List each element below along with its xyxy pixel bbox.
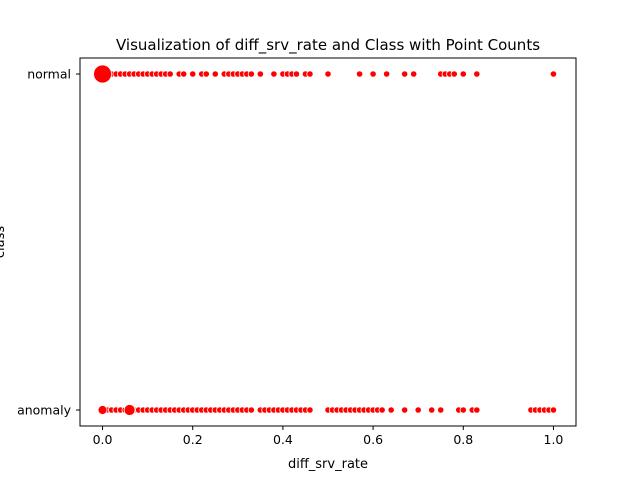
scatter-point-normal [369, 70, 377, 78]
scatter-point-anomaly [123, 404, 136, 416]
scatter-point-anomaly [387, 406, 395, 414]
x-axis-label: diff_srv_rate [288, 457, 368, 472]
x-tick-label: 1.0 [544, 432, 564, 447]
scatter-point-anomaly [97, 405, 108, 415]
scatter-point-normal [401, 70, 409, 78]
scatter-point-anomaly [428, 406, 436, 414]
scatter-point-normal [549, 70, 558, 78]
scatter-point-normal [202, 70, 210, 78]
scatter-point-normal [256, 70, 264, 78]
scatter-point-anomaly [549, 406, 558, 414]
scatter-point-normal [383, 70, 391, 78]
scatter-point-anomaly [459, 406, 467, 414]
scatter-point-normal [93, 64, 112, 84]
scatter-point-normal [306, 70, 314, 78]
scatter-point-normal [247, 70, 255, 78]
scatter-point-normal [211, 70, 219, 78]
x-axis: 0.0 0.2 0.4 0.6 0.8 1.0 [93, 426, 564, 447]
scatter-point-normal [166, 70, 174, 78]
scatter-point-normal [324, 70, 332, 78]
scatter-point-anomaly [414, 406, 422, 414]
scatter-point-anomaly [473, 406, 481, 414]
plot-area [79, 57, 577, 427]
scatter-point-normal [180, 70, 188, 78]
x-tick-label: 0.8 [453, 432, 473, 447]
scatter-point-anomaly [401, 406, 409, 414]
scatter-point-anomaly [378, 406, 386, 414]
y-tick-label-normal: normal [27, 67, 71, 82]
y-axis: normal anomaly [17, 67, 80, 418]
x-tick-label: 0.6 [363, 432, 383, 447]
scatter-point-normal [410, 70, 418, 78]
scatter-point-normal [355, 70, 364, 78]
points-layer [93, 64, 558, 416]
scatter-point-normal [292, 70, 301, 78]
x-tick-label: 0.4 [273, 432, 293, 447]
scatter-point-normal [189, 70, 197, 78]
y-tick-label-anomaly: anomaly [17, 403, 72, 418]
scatter-point-normal [459, 70, 467, 78]
chart-title: Visualization of diff_srv_rate and Class… [116, 36, 540, 55]
scatter-point-anomaly [306, 406, 314, 414]
scatter-point-anomaly [437, 406, 445, 414]
scatter-point-anomaly [247, 406, 255, 414]
y-axis-label: class [0, 226, 8, 258]
scatter-point-normal [473, 70, 481, 78]
scatter-point-normal [270, 70, 278, 78]
scatter-point-normal [450, 70, 458, 78]
x-tick-label: 0.0 [93, 432, 113, 447]
x-tick-label: 0.2 [183, 432, 203, 447]
